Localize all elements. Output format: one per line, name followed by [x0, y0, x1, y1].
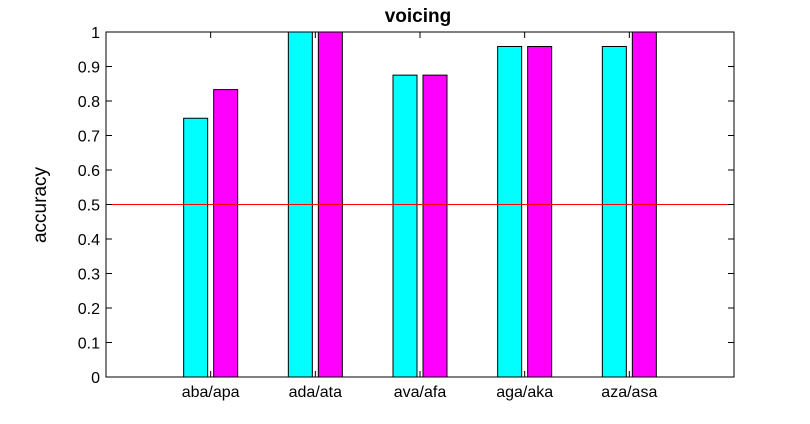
bar-series2-ava-afa — [422, 74, 448, 378]
y-tick-label-2: 0.2 — [78, 301, 100, 318]
x-tick-label-aza-asa: aza/asa — [601, 384, 657, 401]
x-tick-label-ava-afa: ava/afa — [394, 384, 447, 401]
chart-title: voicing — [385, 6, 452, 27]
plot-area: 0 0.1 0.2 0.3 0.4 0.5 0.6 0.7 0.8 0.9 1 aba/apa ada/… — [78, 25, 735, 401]
bar-series1-ava-afa — [392, 74, 418, 378]
bar-series2-aba-apa — [213, 89, 239, 378]
y-tick-label-0: 0 — [91, 370, 100, 387]
y-tick-label-9: 0.9 — [78, 60, 100, 77]
y-tick-label-4: 0.4 — [78, 232, 100, 249]
y-tick-label-10: 1 — [91, 25, 100, 42]
y-tick-label-3: 0.3 — [78, 267, 100, 284]
x-tick-label-aba-apa: aba/apa — [182, 384, 240, 401]
x-tick-label-aga-aka: aga/aka — [496, 384, 553, 401]
x-tick-label-ada-ata: ada/ata — [289, 384, 342, 401]
y-tick-label-6: 0.6 — [78, 163, 100, 180]
y-axis-title: accuracy — [30, 166, 51, 243]
bar-series1-aga-aka — [497, 45, 523, 378]
bar-series1-aza-asa — [601, 45, 627, 378]
bar-series2-aga-aka — [527, 45, 553, 378]
bar-series1-aba-apa — [183, 117, 209, 378]
y-tick-label-5: 0.5 — [78, 198, 100, 215]
y-tick-label-7: 0.7 — [78, 129, 100, 146]
y-tick-label-1: 0.1 — [78, 336, 100, 353]
y-tick-label-8: 0.8 — [78, 94, 100, 111]
